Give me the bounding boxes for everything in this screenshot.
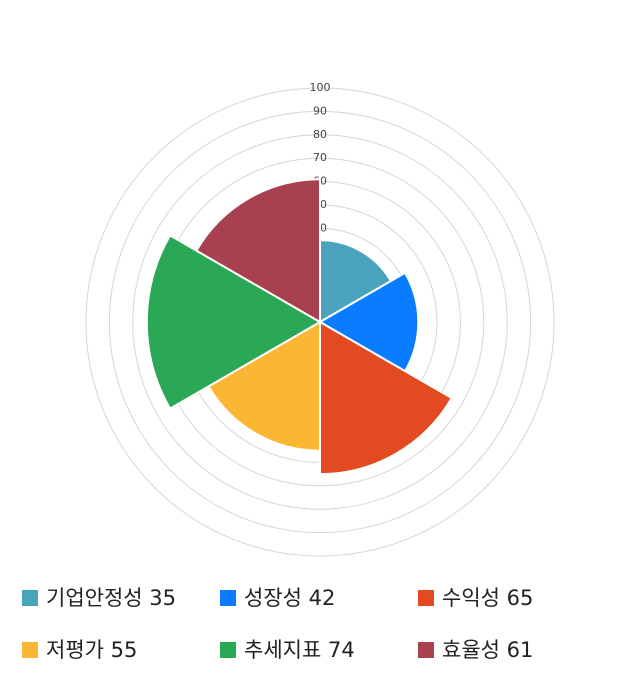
legend-swatch — [220, 642, 236, 658]
r-tick-label: 100 — [310, 81, 331, 94]
legend-label: 기업안정성 35 — [46, 586, 176, 610]
legend-name: 기업안정성 — [46, 586, 143, 610]
legend-value: 42 — [309, 586, 336, 610]
sector — [317, 271, 420, 373]
legend-name: 효율성 — [442, 638, 500, 662]
legend-space — [143, 586, 150, 610]
legend-value: 65 — [507, 586, 534, 610]
grid-circle — [85, 87, 555, 557]
grid-circle — [108, 110, 532, 534]
legend-name: 성장성 — [244, 586, 302, 610]
legend-space — [321, 638, 328, 662]
legend-name: 저평가 — [46, 638, 104, 662]
legend-label: 효율성 61 — [442, 638, 533, 662]
grid-circle — [132, 134, 508, 510]
sector — [195, 178, 321, 324]
legend-label: 성장성 42 — [244, 586, 335, 610]
legend-value: 74 — [328, 638, 355, 662]
legend-label: 수익성 65 — [442, 586, 533, 610]
sector — [145, 234, 323, 410]
legend-swatch — [22, 642, 38, 658]
legend-space — [500, 586, 507, 610]
legend-value: 35 — [149, 586, 176, 610]
sector — [319, 239, 393, 324]
legend-swatch — [418, 590, 434, 606]
legend-swatch — [418, 642, 434, 658]
legend-space — [500, 638, 507, 662]
sector — [207, 320, 321, 452]
legend-space — [104, 638, 111, 662]
legend-swatch — [220, 590, 236, 606]
r-tick-label: 70 — [313, 151, 327, 164]
r-tick-label: 90 — [313, 104, 327, 117]
legend-name: 추세지표 — [244, 638, 321, 662]
legend-value: 55 — [111, 638, 138, 662]
legend-value: 61 — [507, 638, 534, 662]
legend-label: 추세지표 74 — [244, 638, 355, 662]
legend-name: 수익성 — [442, 586, 500, 610]
legend-swatch — [22, 590, 38, 606]
r-tick-label: 80 — [313, 128, 327, 141]
legend-space — [302, 586, 309, 610]
sector — [319, 320, 454, 476]
legend-label: 저평가 55 — [46, 638, 137, 662]
